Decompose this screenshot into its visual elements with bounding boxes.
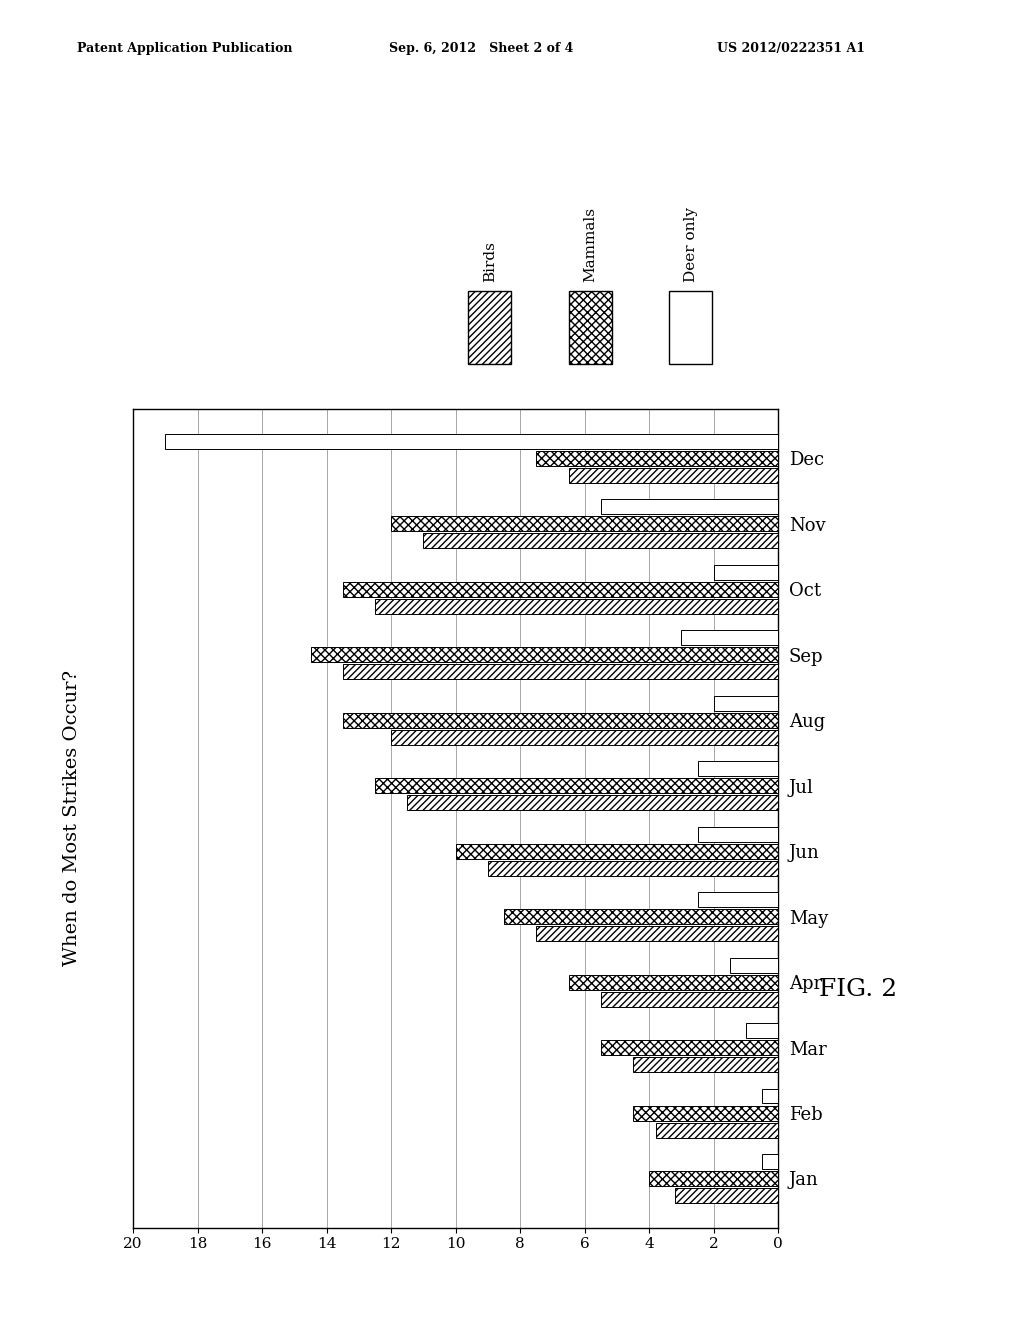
Bar: [569, 292, 612, 364]
Bar: [504, 909, 778, 924]
Bar: [488, 861, 778, 875]
Bar: [343, 582, 778, 597]
Bar: [375, 779, 778, 793]
Bar: [762, 1154, 778, 1170]
Bar: [343, 664, 778, 680]
Bar: [745, 1023, 778, 1038]
Bar: [165, 434, 778, 449]
Text: Sep. 6, 2012   Sheet 2 of 4: Sep. 6, 2012 Sheet 2 of 4: [389, 42, 573, 55]
Bar: [537, 451, 778, 466]
Bar: [310, 647, 778, 663]
Bar: [601, 1040, 778, 1055]
Text: Patent Application Publication: Patent Application Publication: [77, 42, 292, 55]
Bar: [697, 892, 778, 907]
Text: FIG. 2: FIG. 2: [819, 978, 897, 1002]
Bar: [469, 292, 512, 364]
Bar: [391, 730, 778, 744]
Bar: [697, 826, 778, 842]
Bar: [408, 795, 778, 810]
Bar: [697, 762, 778, 776]
Bar: [714, 696, 778, 710]
Bar: [424, 533, 778, 548]
Bar: [762, 1089, 778, 1104]
Bar: [375, 599, 778, 614]
Text: US 2012/0222351 A1: US 2012/0222351 A1: [717, 42, 865, 55]
Text: Mammals: Mammals: [584, 207, 597, 282]
Bar: [601, 991, 778, 1007]
Bar: [675, 1188, 778, 1203]
Text: Deer only: Deer only: [684, 207, 697, 282]
Bar: [391, 516, 778, 531]
Bar: [682, 630, 778, 645]
Bar: [568, 467, 778, 483]
Text: When do Most Strikes Occur?: When do Most Strikes Occur?: [62, 671, 81, 966]
Bar: [601, 499, 778, 515]
Bar: [633, 1057, 778, 1072]
Bar: [649, 1171, 778, 1185]
Bar: [537, 927, 778, 941]
Bar: [456, 843, 778, 858]
Bar: [343, 713, 778, 727]
Bar: [670, 292, 713, 364]
Text: Birds: Birds: [483, 242, 497, 282]
Bar: [714, 565, 778, 579]
Bar: [655, 1122, 778, 1138]
Bar: [568, 974, 778, 990]
Bar: [633, 1106, 778, 1121]
Bar: [730, 957, 778, 973]
